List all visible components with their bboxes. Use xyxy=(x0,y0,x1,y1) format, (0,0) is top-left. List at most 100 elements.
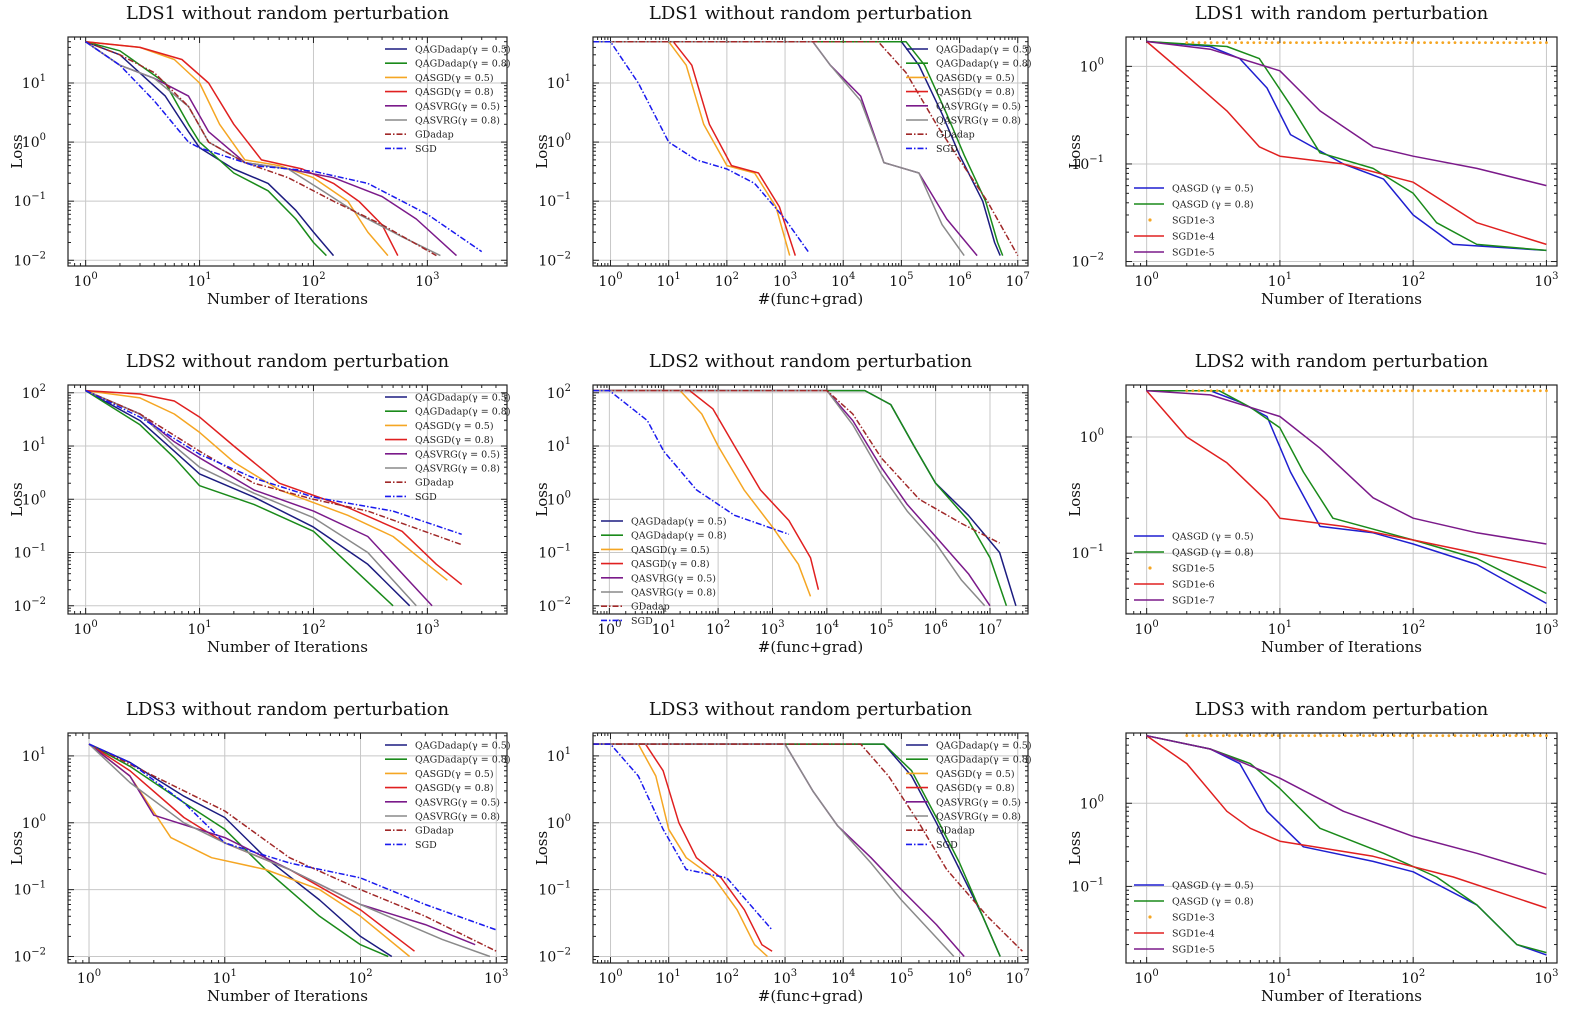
y-tick-label: 100 xyxy=(1080,793,1104,812)
data-point xyxy=(1508,41,1512,45)
data-point xyxy=(1538,389,1542,393)
tick-exp: 0 xyxy=(615,619,621,630)
data-point xyxy=(1410,734,1414,738)
series-line xyxy=(1146,40,1547,252)
series-line xyxy=(593,389,820,590)
data-point xyxy=(1465,41,1469,45)
tick-exp: 1 xyxy=(565,73,571,84)
plot-frame xyxy=(592,384,1029,615)
tick-exp: 1 xyxy=(40,73,46,84)
tick-exp: 1 xyxy=(205,271,211,282)
legend-label: SGD1e-5 xyxy=(1172,248,1215,259)
x-tick-label: 102 xyxy=(715,968,739,987)
data-point xyxy=(1545,389,1548,393)
x-tick-label: 105 xyxy=(869,619,893,638)
data-point xyxy=(1514,734,1518,738)
data-point xyxy=(1465,734,1469,738)
data-point xyxy=(1368,734,1372,738)
chart-title: LDS2 with random perturbation xyxy=(1195,351,1489,372)
data-point xyxy=(1307,734,1311,738)
series-line xyxy=(593,743,769,958)
legend: QASGD (γ = 0.5) QASGD (γ = 0.8) SGD1e-3 SGD… xyxy=(1134,184,1254,259)
data-point xyxy=(1258,389,1262,393)
series-line xyxy=(1146,389,1547,595)
tick-exp: 4 xyxy=(833,619,839,630)
legend: QAGDadap(γ = 0.5) QAGDadap(γ = 0.8) QASGD(… xyxy=(385,393,511,503)
data-point xyxy=(1386,389,1390,393)
y-tick-label: 10−2 xyxy=(538,947,571,966)
x-tick-label: 102 xyxy=(1401,271,1425,290)
series-line xyxy=(85,40,389,257)
data-point xyxy=(1203,734,1207,738)
y-tick-label: 101 xyxy=(22,73,46,92)
tick-exp: 3 xyxy=(433,619,439,630)
y-tick-label: 100 xyxy=(1080,56,1104,75)
tick-exp: 0 xyxy=(1098,427,1104,438)
tick-exp: 1 xyxy=(205,619,211,630)
data-point xyxy=(1203,389,1207,393)
data-point xyxy=(1276,734,1280,738)
tick-exp: 2 xyxy=(1419,968,1425,979)
tick-exp: 6 xyxy=(965,271,971,282)
data-point xyxy=(1319,41,1323,45)
x-tick-label: 101 xyxy=(1268,968,1292,987)
tick-exp: 6 xyxy=(965,968,971,979)
data-point xyxy=(1374,41,1378,45)
data-point xyxy=(1477,734,1481,738)
data-point xyxy=(1484,734,1487,738)
x-tick-label: 106 xyxy=(924,619,948,638)
tick-exp: 0 xyxy=(1152,968,1158,979)
chart-title: LDS1 without random perturbation xyxy=(649,3,973,24)
y-axis-label: Loss xyxy=(533,831,551,865)
tick-exp: 6 xyxy=(941,619,947,630)
legend-label: QASVRG(γ = 0.8) xyxy=(936,812,1021,823)
series-line xyxy=(85,41,483,253)
data-point xyxy=(1435,734,1439,738)
chart-title: LDS1 without random perturbation xyxy=(126,3,450,24)
tick-exp: 1 xyxy=(230,968,236,979)
series-group xyxy=(85,40,483,257)
legend-label: QASGD(γ = 0.5) xyxy=(415,73,494,84)
series-line xyxy=(1146,735,1547,909)
data-point xyxy=(1496,389,1500,393)
x-tick-label: 102 xyxy=(1401,619,1425,638)
series-group xyxy=(593,40,1019,257)
x-tick-label: 101 xyxy=(187,271,211,290)
legend-label: QASVRG(γ = 0.8) xyxy=(631,588,716,599)
data-point xyxy=(1417,41,1420,45)
x-tick-label: 101 xyxy=(652,619,676,638)
x-tick-label: 107 xyxy=(1006,271,1030,290)
tick-exp: 0 xyxy=(565,813,571,824)
data-point xyxy=(1453,389,1457,393)
data-point xyxy=(1246,41,1250,45)
data-point xyxy=(1502,389,1506,393)
legend-label: GDadap xyxy=(631,602,670,613)
y-axis-label: Loss xyxy=(1066,831,1084,865)
data-point xyxy=(1325,41,1329,45)
y-axis-label: Loss xyxy=(1066,134,1084,168)
data-point xyxy=(1270,41,1274,45)
tick-exp: 0 xyxy=(616,968,622,979)
data-point xyxy=(1392,389,1396,393)
x-tick-label: 105 xyxy=(889,271,913,290)
tick-exp: 2 xyxy=(319,271,325,282)
tick-exp: 5 xyxy=(907,271,913,282)
data-point xyxy=(1374,734,1378,738)
legend-label: SGD1e-3 xyxy=(1172,216,1215,227)
y-tick-label: 101 xyxy=(22,436,46,455)
tick-exp: −1 xyxy=(1089,876,1104,887)
data-point xyxy=(1459,734,1463,738)
data-point xyxy=(1197,389,1201,393)
data-point xyxy=(1221,734,1225,738)
y-tick-label: 10−1 xyxy=(13,191,46,210)
y-tick-label: 100 xyxy=(22,813,46,832)
legend-label: QAGDadap(γ = 0.8) xyxy=(415,755,511,766)
y-tick-label: 102 xyxy=(22,383,46,402)
data-point xyxy=(1423,389,1426,393)
legend-label: QASGD(γ = 0.5) xyxy=(415,769,494,780)
legend-label: QAGDadap(γ = 0.5) xyxy=(415,393,511,404)
x-tick-label: 103 xyxy=(760,619,784,638)
legend-label: QAGDadap(γ = 0.5) xyxy=(936,741,1032,752)
y-tick-label: 100 xyxy=(547,813,571,832)
